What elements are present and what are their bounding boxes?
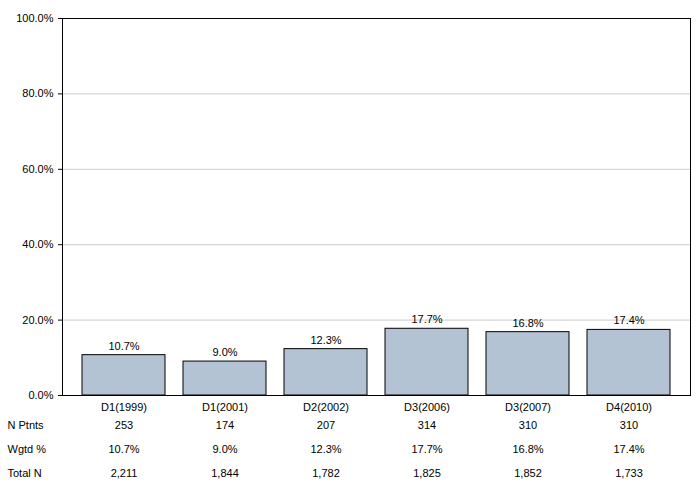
svg-text:253: 253 xyxy=(115,419,133,431)
svg-text:314: 314 xyxy=(418,419,436,431)
svg-text:40.0%: 40.0% xyxy=(22,238,53,250)
svg-text:174: 174 xyxy=(216,419,234,431)
svg-text:20.0%: 20.0% xyxy=(22,314,53,326)
svg-text:D3(2006): D3(2006) xyxy=(404,401,450,413)
svg-text:N Ptnts: N Ptnts xyxy=(8,419,45,431)
svg-text:D1(1999): D1(1999) xyxy=(101,401,147,413)
svg-text:0.0%: 0.0% xyxy=(28,389,53,401)
svg-text:1,782: 1,782 xyxy=(312,467,340,479)
svg-text:16.8%: 16.8% xyxy=(512,443,543,455)
svg-text:12.3%: 12.3% xyxy=(310,443,341,455)
svg-text:D1(2001): D1(2001) xyxy=(202,401,248,413)
svg-text:12.3%: 12.3% xyxy=(310,334,341,346)
svg-text:2,211: 2,211 xyxy=(111,467,138,479)
svg-text:Total N: Total N xyxy=(8,467,42,479)
svg-text:10.7%: 10.7% xyxy=(108,340,139,352)
svg-text:310: 310 xyxy=(519,419,537,431)
svg-text:16.8%: 16.8% xyxy=(512,317,543,329)
svg-text:17.7%: 17.7% xyxy=(411,313,442,325)
svg-text:17.7%: 17.7% xyxy=(411,443,442,455)
svg-text:1,825: 1,825 xyxy=(413,467,441,479)
svg-text:80.0%: 80.0% xyxy=(22,87,53,99)
svg-text:D4(2010): D4(2010) xyxy=(606,401,652,413)
svg-text:100.0%: 100.0% xyxy=(16,12,54,24)
svg-text:60.0%: 60.0% xyxy=(22,163,53,175)
svg-text:17.4%: 17.4% xyxy=(613,314,644,326)
svg-text:Wgtd %: Wgtd % xyxy=(8,443,47,455)
svg-text:1,852: 1,852 xyxy=(514,467,542,479)
svg-text:1,844: 1,844 xyxy=(211,467,239,479)
svg-text:310: 310 xyxy=(620,419,638,431)
svg-text:207: 207 xyxy=(317,419,335,431)
svg-text:10.7%: 10.7% xyxy=(108,443,139,455)
svg-text:17.4%: 17.4% xyxy=(613,443,644,455)
svg-text:9.0%: 9.0% xyxy=(212,346,237,358)
svg-text:D2(2002): D2(2002) xyxy=(303,401,349,413)
svg-text:D3(2007): D3(2007) xyxy=(505,401,551,413)
svg-text:1,733: 1,733 xyxy=(615,467,643,479)
svg-text:9.0%: 9.0% xyxy=(212,443,237,455)
